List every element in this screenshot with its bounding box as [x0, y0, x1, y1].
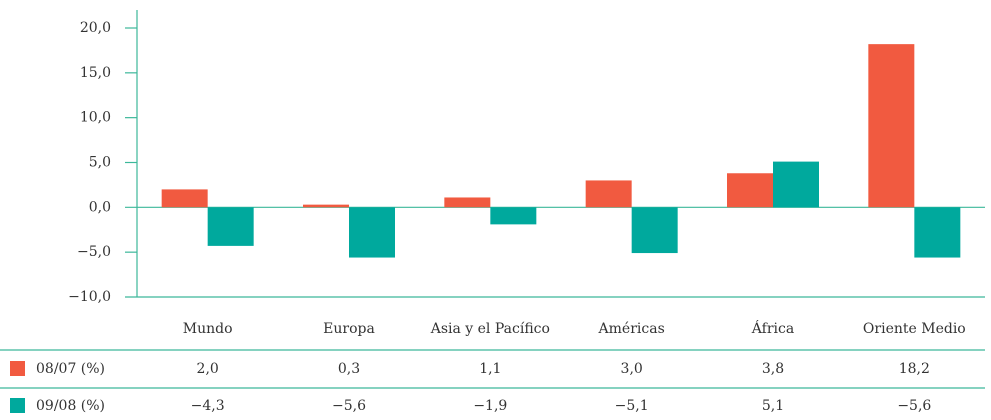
table-value: −1,9 [473, 398, 507, 414]
table-value: −5,6 [332, 398, 366, 414]
table-value: 3,0 [621, 361, 643, 377]
bar [727, 173, 773, 208]
category-label: Europa [323, 321, 375, 337]
bar [303, 204, 349, 208]
table-value: 1,1 [479, 361, 501, 377]
table-value: −5,1 [615, 398, 649, 414]
legend-swatch [10, 361, 25, 376]
y-tick-label: 5,0 [89, 155, 111, 171]
legend-label: 09/08 (%) [36, 398, 105, 414]
table-value: 18,2 [899, 361, 930, 377]
y-tick-label: −10,0 [68, 289, 111, 305]
bar [631, 207, 678, 254]
y-tick-label: 0,0 [89, 199, 111, 215]
table-value: −4,3 [191, 398, 225, 414]
bar [444, 197, 491, 208]
legend-swatch [10, 398, 25, 413]
bar [207, 207, 254, 246]
y-tick-label: 10,0 [80, 110, 111, 126]
category-label: Asia y el Pacífico [430, 321, 550, 337]
bar [868, 44, 915, 208]
bar [585, 180, 632, 208]
y-tick-label: −5,0 [77, 244, 111, 260]
category-label: Américas [598, 321, 665, 337]
table-value: 3,8 [762, 361, 784, 377]
table-value: 0,3 [338, 361, 360, 377]
bar [914, 207, 961, 258]
bar [773, 161, 819, 208]
bar [349, 207, 395, 258]
legend-label: 08/07 (%) [36, 361, 105, 377]
category-label: Mundo [183, 321, 233, 337]
y-tick-label: 15,0 [80, 65, 111, 81]
category-label: África [751, 319, 794, 337]
bar [490, 207, 537, 225]
table-value: 2,0 [197, 361, 219, 377]
table-value: −5,6 [897, 398, 931, 414]
category-label: Oriente Medio [863, 321, 966, 337]
y-tick-label: 20,0 [80, 20, 111, 36]
table-value: 5,1 [762, 398, 784, 414]
bar [161, 189, 208, 208]
